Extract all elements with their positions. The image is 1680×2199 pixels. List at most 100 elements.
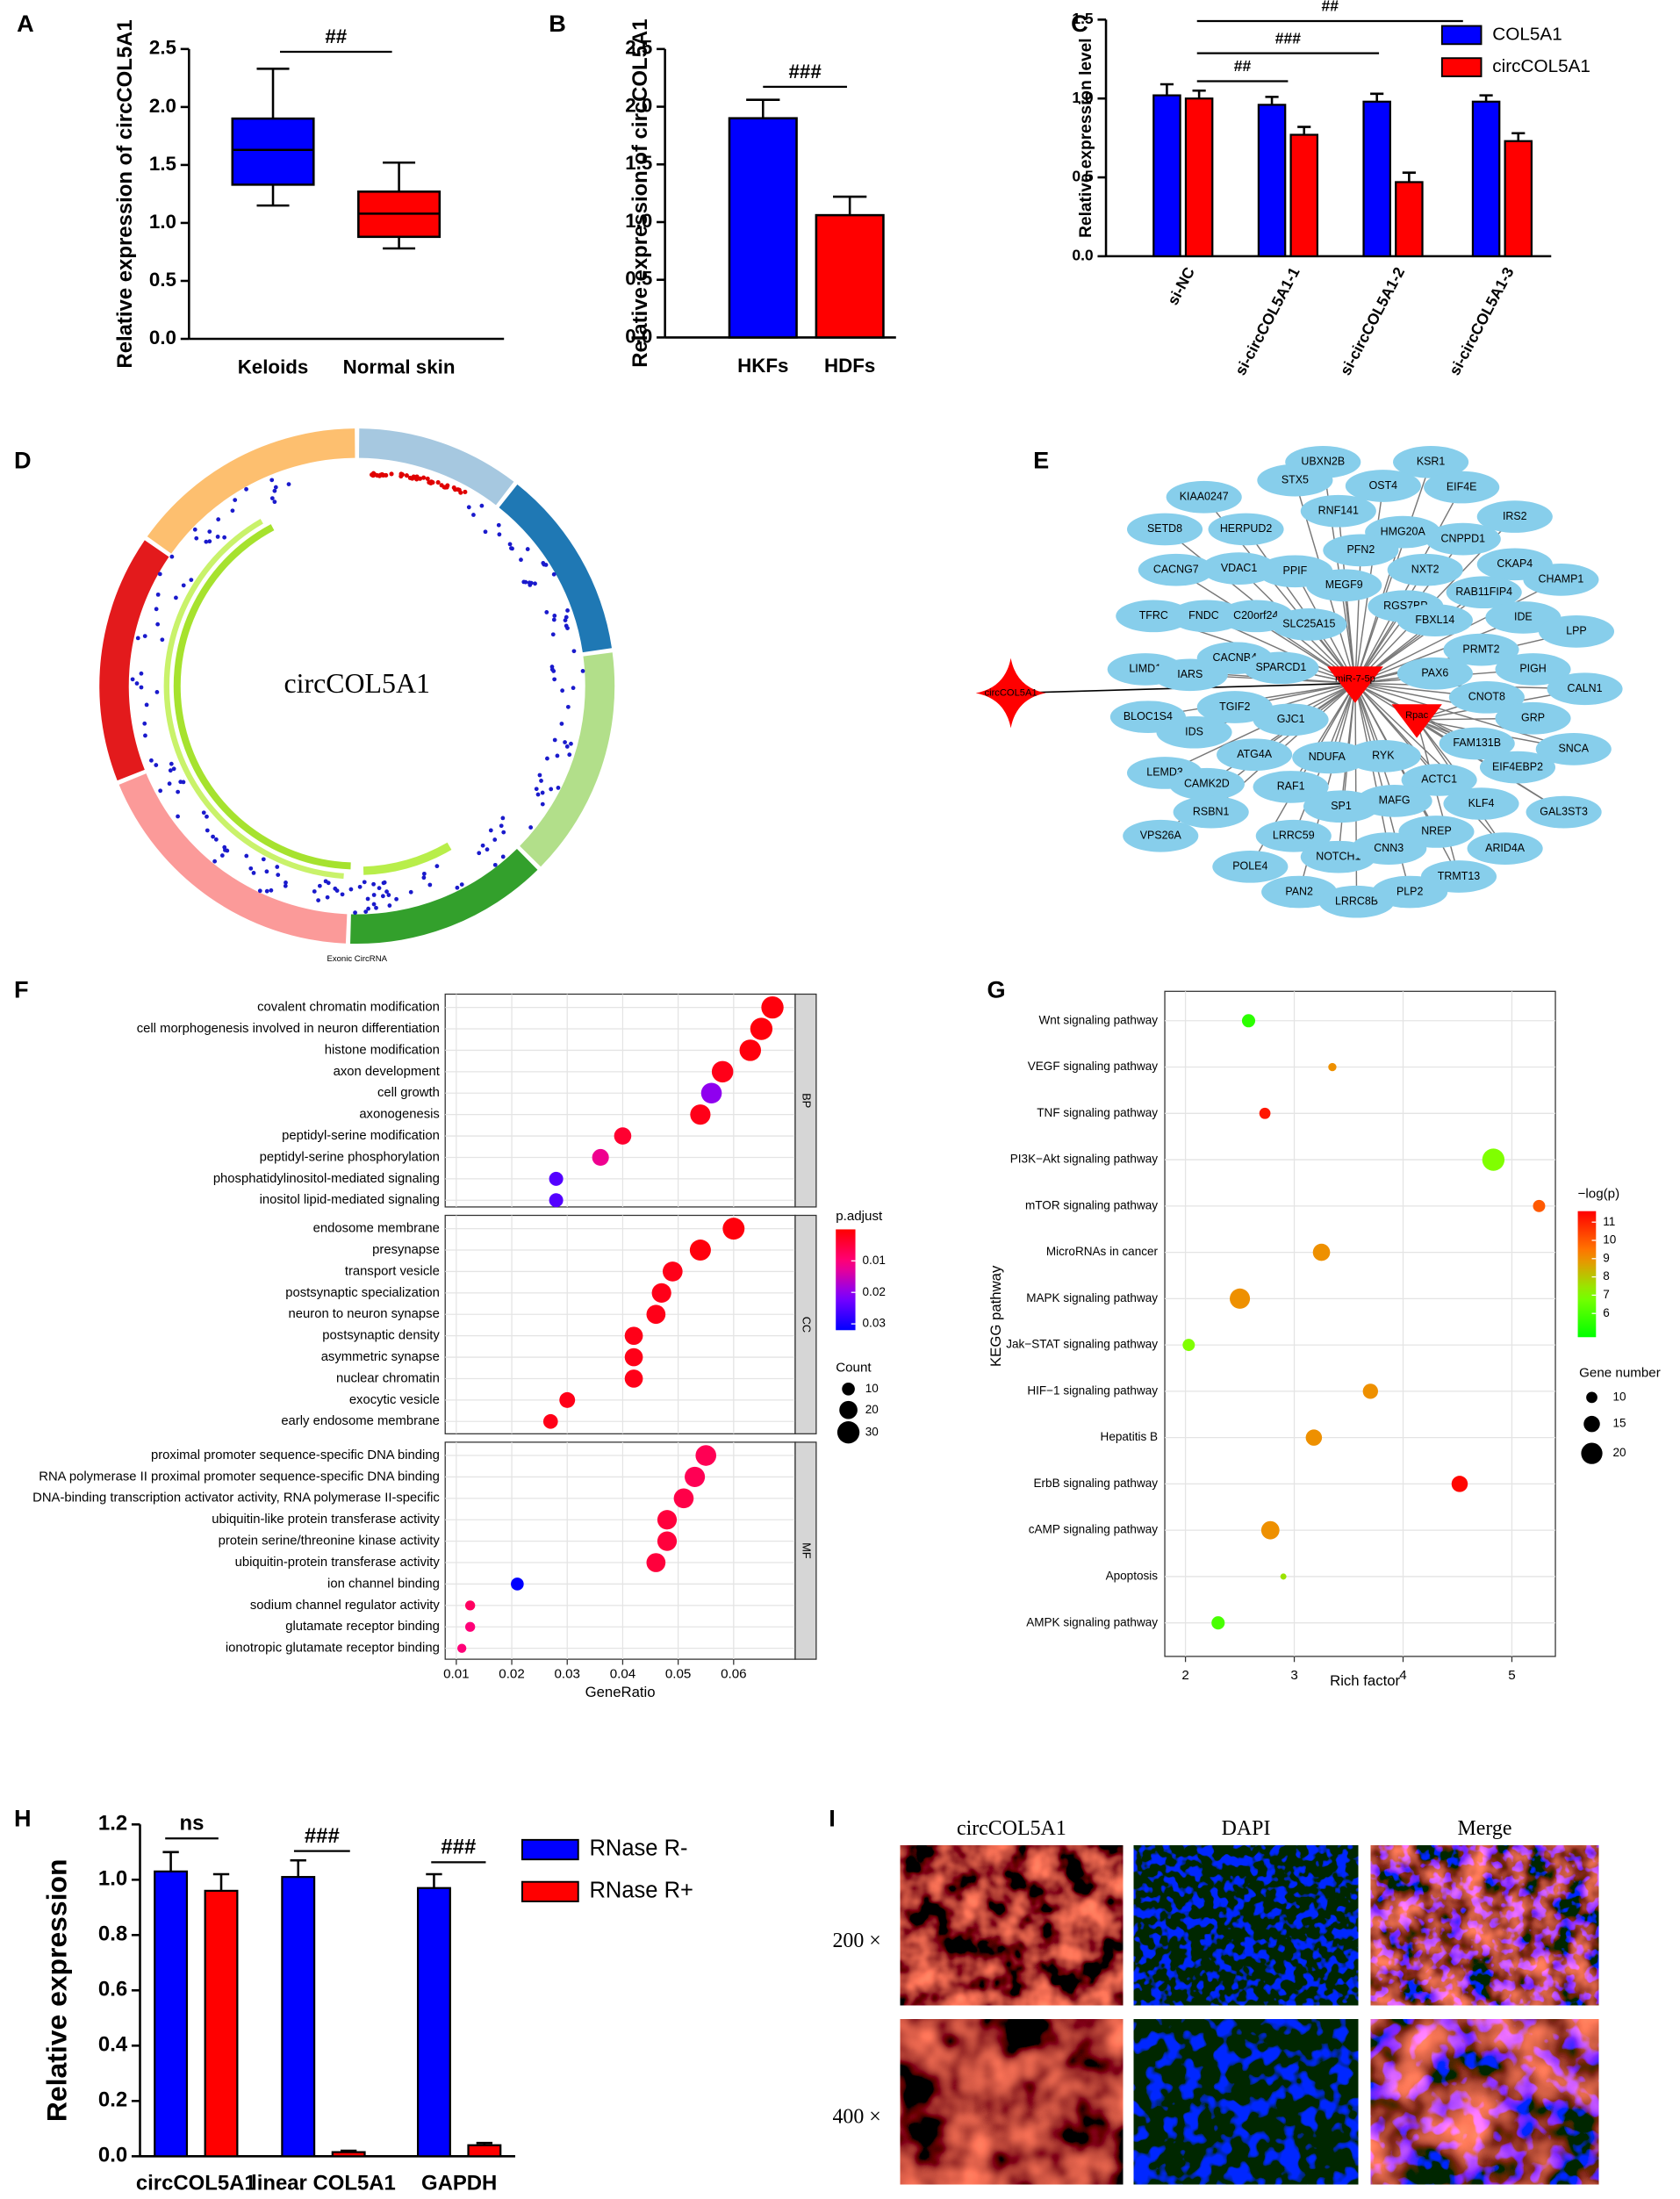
circos-point	[539, 779, 543, 783]
node-label: EIF4EBP2	[1492, 760, 1543, 773]
legend-swatch	[521, 1838, 579, 1861]
node-label: STX5	[1282, 473, 1309, 485]
node-label: VDAC1	[1221, 562, 1258, 574]
x-axis-label: Rich factor	[1330, 1672, 1400, 1689]
category-label: cell growth	[377, 1086, 440, 1100]
significance-label: ###	[788, 61, 822, 83]
size-legend-dot	[1586, 1391, 1597, 1404]
node	[1476, 500, 1553, 533]
circos-point	[363, 909, 369, 915]
node-label: CHAMP1	[1539, 573, 1584, 586]
category-label: RNA polymerase II proximal promoter sequ…	[39, 1470, 440, 1484]
circos-point	[201, 810, 206, 816]
size-legend-label: 30	[865, 1425, 879, 1438]
x-tick-label: HKFs	[737, 355, 788, 377]
node-label: LPP	[1566, 625, 1587, 637]
color-bar	[836, 1229, 856, 1331]
node-label: EIF4E	[1447, 480, 1477, 492]
x-tick-label: 3	[1290, 1668, 1297, 1683]
circos-point	[211, 834, 215, 839]
y-tick-label: 0.8	[98, 1922, 127, 1946]
node-label: HERPUD2	[1220, 522, 1273, 535]
category-label: TNF signaling pathway	[1037, 1106, 1158, 1119]
circos-segment	[118, 773, 348, 944]
circos-segment	[358, 428, 514, 506]
node-label: LRRC59	[1273, 830, 1315, 842]
y-tick-label: 0.4	[98, 2033, 128, 2057]
y-tick-label: 1.5	[625, 152, 652, 174]
y-tick-label: 1.5	[149, 153, 176, 175]
category-label: endosome membrane	[313, 1222, 440, 1236]
circos-point	[525, 547, 530, 551]
color-tick-label: 0.02	[863, 1285, 886, 1298]
circos-point	[560, 688, 565, 693]
circos-point	[552, 614, 557, 618]
circos-point	[463, 489, 468, 495]
error-bar	[1159, 83, 1174, 96]
edge	[1416, 719, 1460, 877]
category-label: HIF−1 signaling pathway	[1027, 1383, 1158, 1397]
dot	[750, 1017, 773, 1040]
dot	[673, 1488, 694, 1509]
circos-point	[167, 781, 172, 787]
panel-letter: F	[14, 975, 29, 1002]
node-label: TGIF2	[1219, 701, 1250, 713]
node	[1424, 471, 1500, 504]
circos-point	[541, 561, 546, 565]
node	[1323, 534, 1399, 567]
node	[1401, 764, 1477, 796]
panel-letter: I	[829, 1805, 836, 1832]
error-bar	[833, 195, 867, 216]
circos-point	[379, 472, 384, 478]
node	[1253, 703, 1329, 737]
circos-point	[204, 539, 209, 544]
node-label: ATG4A	[1237, 748, 1273, 760]
bar	[1362, 100, 1391, 258]
column-label: Merge	[1458, 1817, 1512, 1840]
y-tick-label: 0.0	[149, 327, 176, 349]
node	[1271, 608, 1347, 641]
node	[1166, 480, 1242, 514]
node-label: GRP	[1521, 712, 1545, 724]
dot	[657, 1510, 678, 1530]
circos-point	[269, 478, 275, 483]
color-tick-label: 7	[1603, 1288, 1610, 1301]
dot	[646, 1304, 666, 1325]
circos-point	[181, 583, 186, 588]
size-legend-dot	[1581, 1442, 1603, 1464]
node-label: SLC25A15	[1282, 618, 1335, 630]
category-label: MicroRNAs in cancer	[1046, 1245, 1159, 1258]
circos-point	[535, 792, 541, 797]
node	[1138, 553, 1214, 586]
circos-point	[144, 702, 149, 708]
node	[1446, 576, 1522, 609]
source-label: circCOL5A1	[985, 688, 1037, 699]
category-label: nuclear chromatin	[336, 1371, 440, 1385]
circos-point	[571, 649, 577, 654]
circos-point	[362, 880, 367, 885]
y-tick-label: 0.0	[625, 325, 652, 347]
node	[1255, 819, 1332, 852]
circos-point	[207, 539, 212, 544]
color-tick-label: 0.01	[863, 1254, 886, 1267]
node	[1306, 569, 1382, 602]
circos-point	[189, 578, 194, 582]
node-label: RYK	[1372, 750, 1395, 762]
circos-point	[205, 814, 209, 819]
color-tick-label: 11	[1603, 1215, 1615, 1228]
circos-point	[357, 884, 363, 889]
circos-point	[552, 737, 557, 743]
category-label: proximal promoter sequence-specific DNA …	[151, 1448, 440, 1462]
dot	[624, 1369, 643, 1388]
legend-label: COL5A1	[1492, 24, 1562, 44]
dot	[511, 1577, 524, 1591]
circos-point	[374, 905, 378, 910]
x-tick-label: 0.04	[610, 1667, 635, 1682]
x-tick-label: circCOL5A1	[136, 2172, 256, 2195]
dot	[1328, 1062, 1337, 1072]
node	[1443, 787, 1519, 820]
node	[1523, 564, 1599, 596]
node	[1425, 522, 1501, 556]
y-axis-label: Relative expression of circCOL5A1	[113, 19, 137, 368]
